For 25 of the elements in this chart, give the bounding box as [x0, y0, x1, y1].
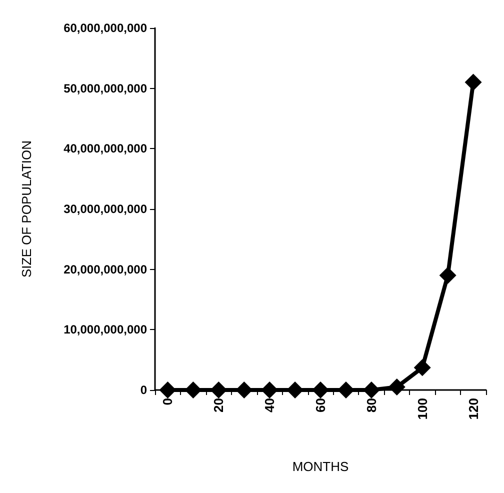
x-tick-label: 120 [466, 398, 481, 420]
point [210, 382, 228, 398]
y-tick-label: 10,000,000,000 [64, 322, 148, 337]
y-tick-label: 50,000,000,000 [64, 81, 148, 96]
y-axis-title: SIZE OF POPULATION [19, 140, 34, 278]
y-tick-label: 20,000,000,000 [64, 262, 148, 276]
x-tick-label: 0 [160, 398, 176, 406]
x-tick-label: 40 [262, 398, 278, 412]
point [159, 382, 176, 398]
point [464, 74, 482, 91]
y-tick-label: 0 [140, 383, 148, 397]
point [439, 266, 456, 284]
point [414, 359, 431, 376]
point [388, 378, 406, 396]
point [184, 382, 202, 398]
x-tick-label: 60 [313, 398, 328, 412]
point [312, 382, 329, 398]
y-tick-label: 60,000,000,000 [64, 21, 148, 35]
x-axis-title: MONTHS [292, 459, 349, 474]
x-tick-label: 80 [364, 398, 379, 412]
y-tick-label: 30,000,000,000 [64, 202, 148, 216]
x-tick-label: 20 [211, 398, 226, 412]
point [236, 382, 253, 398]
x-tick-label: 100 [414, 398, 430, 420]
y-tick-label: 40,000,000,000 [64, 142, 148, 156]
